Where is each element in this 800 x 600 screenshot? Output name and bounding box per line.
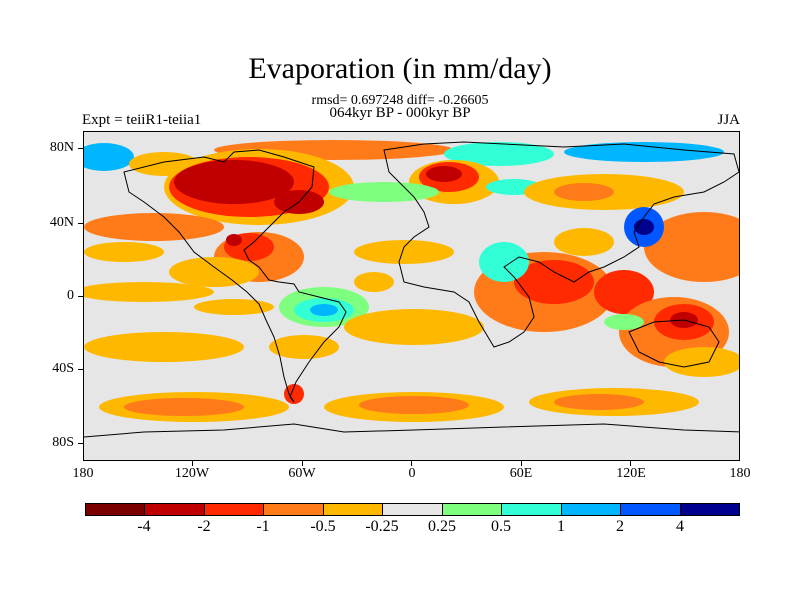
lat-tick <box>78 369 83 370</box>
atlantic-tropics <box>279 240 454 327</box>
colorbar-label: -4 <box>137 518 151 535</box>
colorbar-box-9 <box>621 504 681 515</box>
pacific-anomaly <box>84 282 274 315</box>
asia-anomaly <box>84 174 739 282</box>
lon-label-120w: 120W <box>174 466 210 481</box>
lon-label-60e: 60E <box>509 466 533 481</box>
colorbar-box-7 <box>502 504 562 515</box>
lat-tick <box>78 443 83 444</box>
colorbar-box-0 <box>86 504 146 515</box>
lon-label-120e: 120E <box>616 466 646 481</box>
evaporation-map <box>83 131 740 461</box>
colorbar-label: -1 <box>256 518 270 535</box>
colorbar-box-10 <box>680 504 739 515</box>
lon-tick <box>302 461 303 466</box>
colorbar-box-3 <box>264 504 324 515</box>
lat-tick <box>78 223 83 224</box>
lon-tick <box>411 461 412 466</box>
plot-title: Evaporation (in mm/day) <box>248 52 552 85</box>
colorbar-label: 2 <box>616 518 624 535</box>
lat-label-40s: 40S <box>52 361 74 376</box>
lon-label-180w: 180 <box>72 466 94 481</box>
caribbean-anomaly <box>169 232 304 287</box>
colorbar <box>85 503 740 516</box>
lon-label-0: 0 <box>408 466 416 481</box>
southern-anomalies <box>84 309 739 377</box>
arctic-anomalies <box>84 140 724 176</box>
colorbar-label: 1 <box>557 518 565 535</box>
colorbar-box-8 <box>561 504 622 515</box>
europe-anomaly <box>329 160 542 204</box>
lon-label-60w: 60W <box>288 466 316 481</box>
colorbar-label: 4 <box>676 518 684 535</box>
colorbar-label: -2 <box>197 518 211 535</box>
lat-tick <box>78 148 83 149</box>
map-svg <box>84 132 739 460</box>
period-subtitle: 064kyr BP - 000kyr BP <box>329 105 471 121</box>
stats-subtitle: rmsd= 0.697248 diff= -0.26605 <box>311 93 489 108</box>
colorbar-label: 0.5 <box>491 518 511 535</box>
colorbar-label: -0.25 <box>365 518 399 535</box>
southern-ocean-anomalies <box>99 384 699 422</box>
colorbar-box-2 <box>204 504 265 515</box>
north-america-anomaly <box>164 149 354 225</box>
lat-label-80s: 80S <box>52 435 74 450</box>
colorbar-box-6 <box>442 504 503 515</box>
colorbar-box-5 <box>383 504 443 515</box>
colorbar-label: -0.5 <box>310 518 336 535</box>
lat-label-40n: 40N <box>49 215 74 230</box>
season-label: JJA <box>717 112 740 128</box>
colorbar-label: 0.25 <box>428 518 456 535</box>
colorbar-box-4 <box>323 504 384 515</box>
lat-label-0: 0 <box>67 288 74 303</box>
colorbar-box-1 <box>145 504 205 515</box>
experiment-label: Expt = teiiR1-teiia1 <box>82 112 202 128</box>
coastlines <box>84 141 739 438</box>
lat-label-80n: 80N <box>49 140 74 155</box>
lon-tick <box>192 461 193 466</box>
lon-tick <box>630 461 631 466</box>
lon-tick <box>521 461 522 466</box>
lon-label-180e: 180 <box>729 466 751 481</box>
lat-tick <box>78 296 83 297</box>
